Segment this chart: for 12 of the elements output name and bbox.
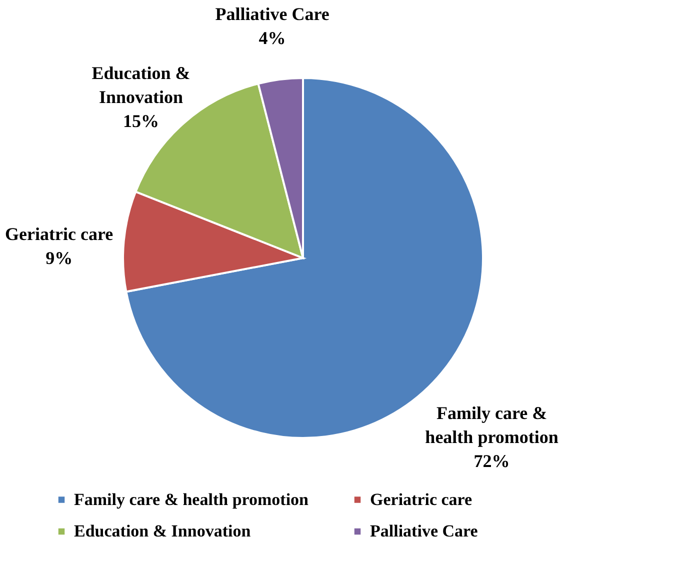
data-label: 72% xyxy=(474,451,510,472)
slice-label: Palliative Care xyxy=(215,4,330,24)
slice-label: Family care & health promotion xyxy=(425,403,558,448)
slice-label: Education & Innovation xyxy=(92,63,190,108)
legend-label: Education & Innovation xyxy=(74,522,252,540)
data-label: 9% xyxy=(46,248,73,268)
legend-label: Palliative Care xyxy=(370,522,478,540)
slice-label: Geriatric care xyxy=(5,224,114,244)
legend-label: Family care & health promotion xyxy=(74,490,310,509)
legend-label: Geriatric care xyxy=(370,490,473,509)
data-label: 4% xyxy=(258,28,286,48)
data-label: 15% xyxy=(122,111,159,132)
